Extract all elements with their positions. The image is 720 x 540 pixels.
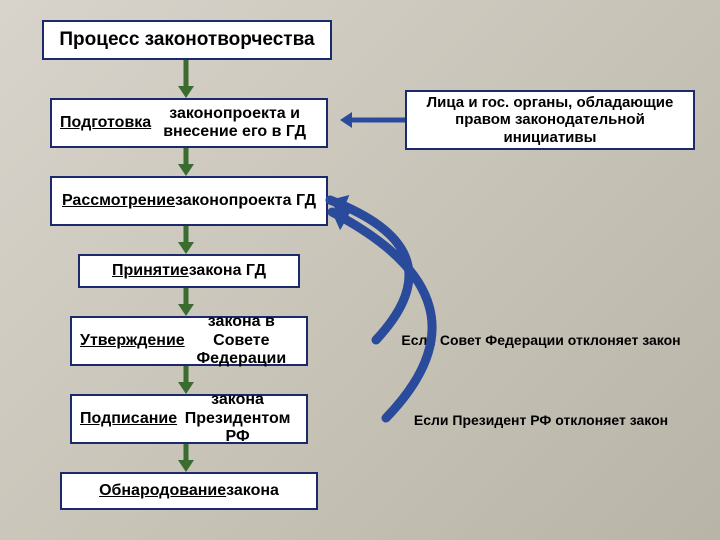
down-arrow-5 [178,366,194,394]
down-arrow-2 [178,148,194,176]
arrows-layer [0,0,720,540]
down-arrow-3 [178,226,194,254]
curved-arrow-2 [332,212,432,418]
down-arrow-6 [178,444,194,472]
down-arrow-4 [178,288,194,316]
left-arrow [340,112,405,128]
down-arrow-1 [178,60,194,98]
